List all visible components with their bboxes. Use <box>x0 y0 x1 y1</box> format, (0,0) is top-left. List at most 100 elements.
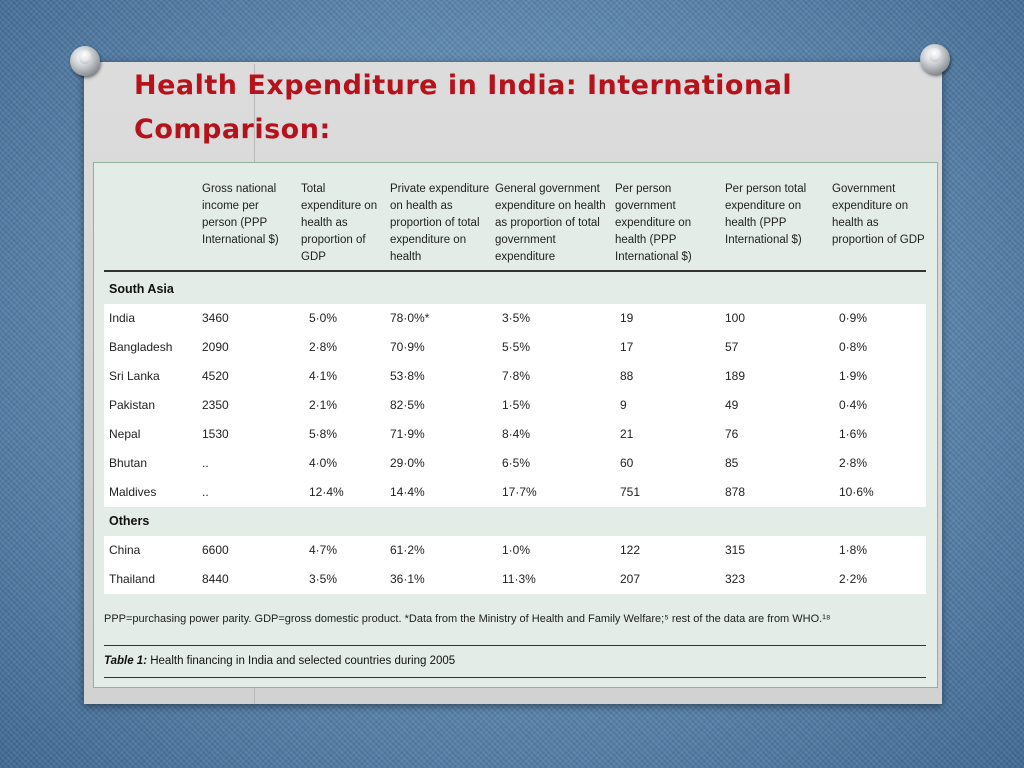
table-cell: 9 <box>620 398 627 412</box>
caption-text: Health financing in India and selected c… <box>147 655 456 667</box>
caption-rule <box>104 645 926 646</box>
row-country: Bhutan <box>109 456 148 470</box>
table-row <box>104 565 926 594</box>
table-row <box>104 391 926 420</box>
table-cell: 1·0% <box>502 543 531 557</box>
table-cell: .. <box>202 485 209 499</box>
table-cell: 2·1% <box>309 398 338 412</box>
table-cell: 14·4% <box>390 485 425 499</box>
table-cell: 4·7% <box>309 543 338 557</box>
table-cell: 17 <box>620 340 634 354</box>
table-cell: 2350 <box>202 398 229 412</box>
table-row <box>104 362 926 391</box>
table-cell: 751 <box>620 485 641 499</box>
table-cell: 3·5% <box>502 311 531 325</box>
table-cell: 5·8% <box>309 427 338 441</box>
table-cell: 2·8% <box>309 340 338 354</box>
table-cell: 2·2% <box>839 572 868 586</box>
table-cell: 6600 <box>202 543 229 557</box>
row-country: India <box>109 311 136 325</box>
row-country: Nepal <box>109 427 141 441</box>
table-cell: 3·5% <box>309 572 338 586</box>
table-cell: 0·8% <box>839 340 868 354</box>
table-cell: 189 <box>725 369 746 383</box>
health-financing-table: Gross national income per person (PPP In… <box>93 162 938 688</box>
table-cell: 122 <box>620 543 641 557</box>
header-total-exp: Total expenditure on health as proportio… <box>301 183 378 263</box>
row-country: Thailand <box>109 572 156 586</box>
header-per-person-total: Per person total expenditure on health (… <box>725 183 807 246</box>
section-label: Others <box>109 514 150 528</box>
table-cell: 60 <box>620 456 634 470</box>
table-cell: 1·5% <box>502 398 531 412</box>
table-cell: 1·9% <box>839 369 868 383</box>
table-cell: 323 <box>725 572 746 586</box>
table-cell: 70·9% <box>390 340 425 354</box>
table-cell: 21 <box>620 427 634 441</box>
table-cell: 82·5% <box>390 398 425 412</box>
table-cell: 36·1% <box>390 572 425 586</box>
row-country: Pakistan <box>109 398 156 412</box>
table-cell: 4520 <box>202 369 229 383</box>
table-cell: 57 <box>725 340 739 354</box>
table-cell: 3460 <box>202 311 229 325</box>
section-label: South Asia <box>109 282 174 296</box>
table-row <box>104 420 926 449</box>
header-private-exp: Private expenditure on health as proport… <box>390 183 490 263</box>
row-country: Bangladesh <box>109 340 173 354</box>
table-cell: 85 <box>725 456 739 470</box>
table-cell: 1·8% <box>839 543 868 557</box>
table-cell: 0·4% <box>839 398 868 412</box>
header-gov-exp-share: General government expenditure on health… <box>495 183 606 263</box>
table-cell: 4·0% <box>309 456 338 470</box>
table-cell: 53·8% <box>390 369 425 383</box>
table-cell: 29·0% <box>390 456 425 470</box>
table-cell: 19 <box>620 311 634 325</box>
table-cell: 0·9% <box>839 311 868 325</box>
table-row <box>104 536 926 565</box>
header-gni: Gross national income per person (PPP In… <box>202 183 279 246</box>
table-caption: Table 1: Health financing in India and s… <box>104 655 455 667</box>
table-cell: 78·0%* <box>390 311 430 325</box>
table-cell: 11·3% <box>502 572 536 586</box>
table-cell: 8·4% <box>502 427 531 441</box>
header-rule <box>104 270 926 272</box>
slide-title: Health Expenditure in India: Internation… <box>134 70 793 145</box>
pushpin-icon <box>70 46 100 76</box>
table-row <box>104 449 926 478</box>
header-per-person-gov: Per person government expenditure on hea… <box>615 183 692 263</box>
table-cell: 8440 <box>202 572 229 586</box>
table-cell: 71·9% <box>390 427 425 441</box>
table-cell: 88 <box>620 369 634 383</box>
table-cell: 61·2% <box>390 543 425 557</box>
table-cell: 5·0% <box>309 311 338 325</box>
table-cell: 2090 <box>202 340 229 354</box>
table-cell: 10·6% <box>839 485 874 499</box>
table-cell: 1·6% <box>839 427 868 441</box>
table-cell: .. <box>202 456 209 470</box>
table-cell: 315 <box>725 543 746 557</box>
caption-label: Table 1: <box>104 655 148 667</box>
table-cell: 7·8% <box>502 369 531 383</box>
table-row <box>104 304 926 333</box>
pushpin-icon <box>920 44 950 74</box>
table-footnote: PPP=purchasing power parity. GDP=gross d… <box>104 613 831 625</box>
table-cell: 1530 <box>202 427 229 441</box>
header-gov-exp-gdp: Government expenditure on health as prop… <box>832 183 925 246</box>
table-cell: 878 <box>725 485 746 499</box>
table-cell: 5·5% <box>502 340 531 354</box>
table-cell: 207 <box>620 572 641 586</box>
row-country: Sri Lanka <box>109 369 160 383</box>
bottom-rule <box>104 677 926 678</box>
table-cell: 12·4% <box>309 485 344 499</box>
table-cell: 100 <box>725 311 746 325</box>
row-country: Maldives <box>109 485 157 499</box>
table-row <box>104 478 926 507</box>
row-country: China <box>109 543 141 557</box>
table-cell: 17·7% <box>502 485 537 499</box>
table-cell: 49 <box>725 398 739 412</box>
table-cell: 2·8% <box>839 456 868 470</box>
table-cell: 76 <box>725 427 739 441</box>
table-row <box>104 333 926 362</box>
table-cell: 4·1% <box>309 369 338 383</box>
